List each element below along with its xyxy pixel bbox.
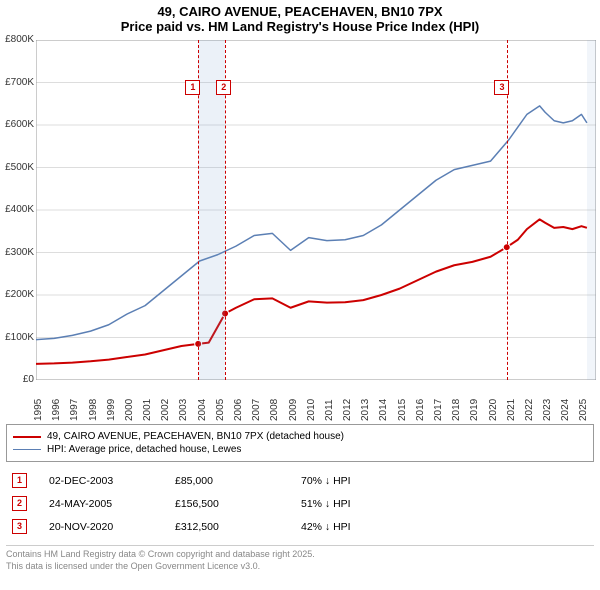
sale-price: £312,500 bbox=[171, 516, 295, 537]
x-tick-label: 2006 bbox=[233, 399, 244, 421]
sale-date: 20-NOV-2020 bbox=[45, 516, 169, 537]
x-tick-label: 2021 bbox=[506, 399, 517, 421]
x-tick-label: 2012 bbox=[342, 399, 353, 421]
y-tick-label: £700K bbox=[0, 77, 34, 88]
x-tick-label: 2008 bbox=[269, 399, 280, 421]
legend-label: HPI: Average price, detached house, Lewe… bbox=[47, 444, 241, 455]
legend-swatch bbox=[13, 436, 41, 438]
x-tick-label: 2005 bbox=[215, 399, 226, 421]
sale-delta: 51% ↓ HPI bbox=[297, 493, 361, 514]
y-tick-label: £100K bbox=[0, 332, 34, 343]
legend-swatch bbox=[13, 449, 41, 450]
x-tick-label: 2024 bbox=[560, 399, 571, 421]
y-tick-label: £800K bbox=[0, 34, 34, 45]
footer-line2: This data is licensed under the Open Gov… bbox=[6, 561, 594, 573]
sale-date: 24-MAY-2005 bbox=[45, 493, 169, 514]
x-tick-label: 2013 bbox=[360, 399, 371, 421]
x-tick-label: 2023 bbox=[542, 399, 553, 421]
x-tick-label: 2007 bbox=[251, 399, 262, 421]
y-tick-label: £300K bbox=[0, 247, 34, 258]
title-line2: Price paid vs. HM Land Registry's House … bbox=[0, 19, 600, 34]
x-tick-label: 1999 bbox=[106, 399, 117, 421]
chart-area: £0£100K£200K£300K£400K£500K£600K£700K£80… bbox=[36, 40, 596, 400]
x-tick-label: 1996 bbox=[51, 399, 62, 421]
sales-table: 1 02-DEC-2003£85,00070% ↓ HPI 2 24-MAY-2005… bbox=[6, 468, 363, 539]
chart-container: 49, CAIRO AVENUE, PEACEHAVEN, BN10 7PX P… bbox=[0, 0, 600, 590]
x-tick-label: 2019 bbox=[469, 399, 480, 421]
x-tick-label: 2009 bbox=[288, 399, 299, 421]
sale-delta: 70% ↓ HPI bbox=[297, 470, 361, 491]
x-tick-label: 2022 bbox=[524, 399, 535, 421]
y-tick-label: £500K bbox=[0, 162, 34, 173]
legend-item: 49, CAIRO AVENUE, PEACEHAVEN, BN10 7PX (… bbox=[13, 431, 587, 442]
x-tick-label: 2018 bbox=[451, 399, 462, 421]
sale-marker-label: 1 bbox=[185, 80, 200, 95]
sales-row: 1 02-DEC-2003£85,00070% ↓ HPI bbox=[8, 470, 361, 491]
x-tick-label: 2003 bbox=[178, 399, 189, 421]
legend: 49, CAIRO AVENUE, PEACEHAVEN, BN10 7PX (… bbox=[6, 424, 594, 462]
x-tick-label: 2011 bbox=[324, 399, 335, 421]
y-tick-label: £200K bbox=[0, 289, 34, 300]
x-tick-label: 2020 bbox=[488, 399, 499, 421]
x-tick-label: 2017 bbox=[433, 399, 444, 421]
sale-price: £156,500 bbox=[171, 493, 295, 514]
legend-item: HPI: Average price, detached house, Lewe… bbox=[13, 444, 587, 455]
x-tick-label: 2004 bbox=[197, 399, 208, 421]
x-tick-label: 1997 bbox=[69, 399, 80, 421]
sales-row: 3 20-NOV-2020£312,50042% ↓ HPI bbox=[8, 516, 361, 537]
y-tick-label: £400K bbox=[0, 204, 34, 215]
x-tick-label: 2016 bbox=[415, 399, 426, 421]
y-tick-label: £600K bbox=[0, 119, 34, 130]
x-tick-label: 2014 bbox=[378, 399, 389, 421]
footer-line1: Contains HM Land Registry data © Crown c… bbox=[6, 549, 594, 561]
sale-delta: 42% ↓ HPI bbox=[297, 516, 361, 537]
x-tick-label: 2010 bbox=[306, 399, 317, 421]
x-tick-label: 2025 bbox=[578, 399, 589, 421]
plot-svg bbox=[36, 40, 596, 380]
sale-number-box: 2 bbox=[12, 496, 27, 511]
x-tick-label: 1998 bbox=[88, 399, 99, 421]
sale-number-box: 1 bbox=[12, 473, 27, 488]
sale-date: 02-DEC-2003 bbox=[45, 470, 169, 491]
x-tick-label: 2015 bbox=[397, 399, 408, 421]
x-tick-label: 2001 bbox=[142, 399, 153, 421]
x-tick-label: 2000 bbox=[124, 399, 135, 421]
sale-marker-label: 2 bbox=[216, 80, 231, 95]
footer: Contains HM Land Registry data © Crown c… bbox=[6, 545, 594, 572]
sale-price: £85,000 bbox=[171, 470, 295, 491]
sales-row: 2 24-MAY-2005£156,50051% ↓ HPI bbox=[8, 493, 361, 514]
x-tick-label: 2002 bbox=[160, 399, 171, 421]
y-tick-label: £0 bbox=[0, 374, 34, 385]
x-tick-label: 1995 bbox=[33, 399, 44, 421]
shaded-band bbox=[587, 40, 596, 380]
sale-number-box: 3 bbox=[12, 519, 27, 534]
sale-marker-label: 3 bbox=[494, 80, 509, 95]
legend-label: 49, CAIRO AVENUE, PEACEHAVEN, BN10 7PX (… bbox=[47, 431, 344, 442]
title-line1: 49, CAIRO AVENUE, PEACEHAVEN, BN10 7PX bbox=[0, 0, 600, 19]
